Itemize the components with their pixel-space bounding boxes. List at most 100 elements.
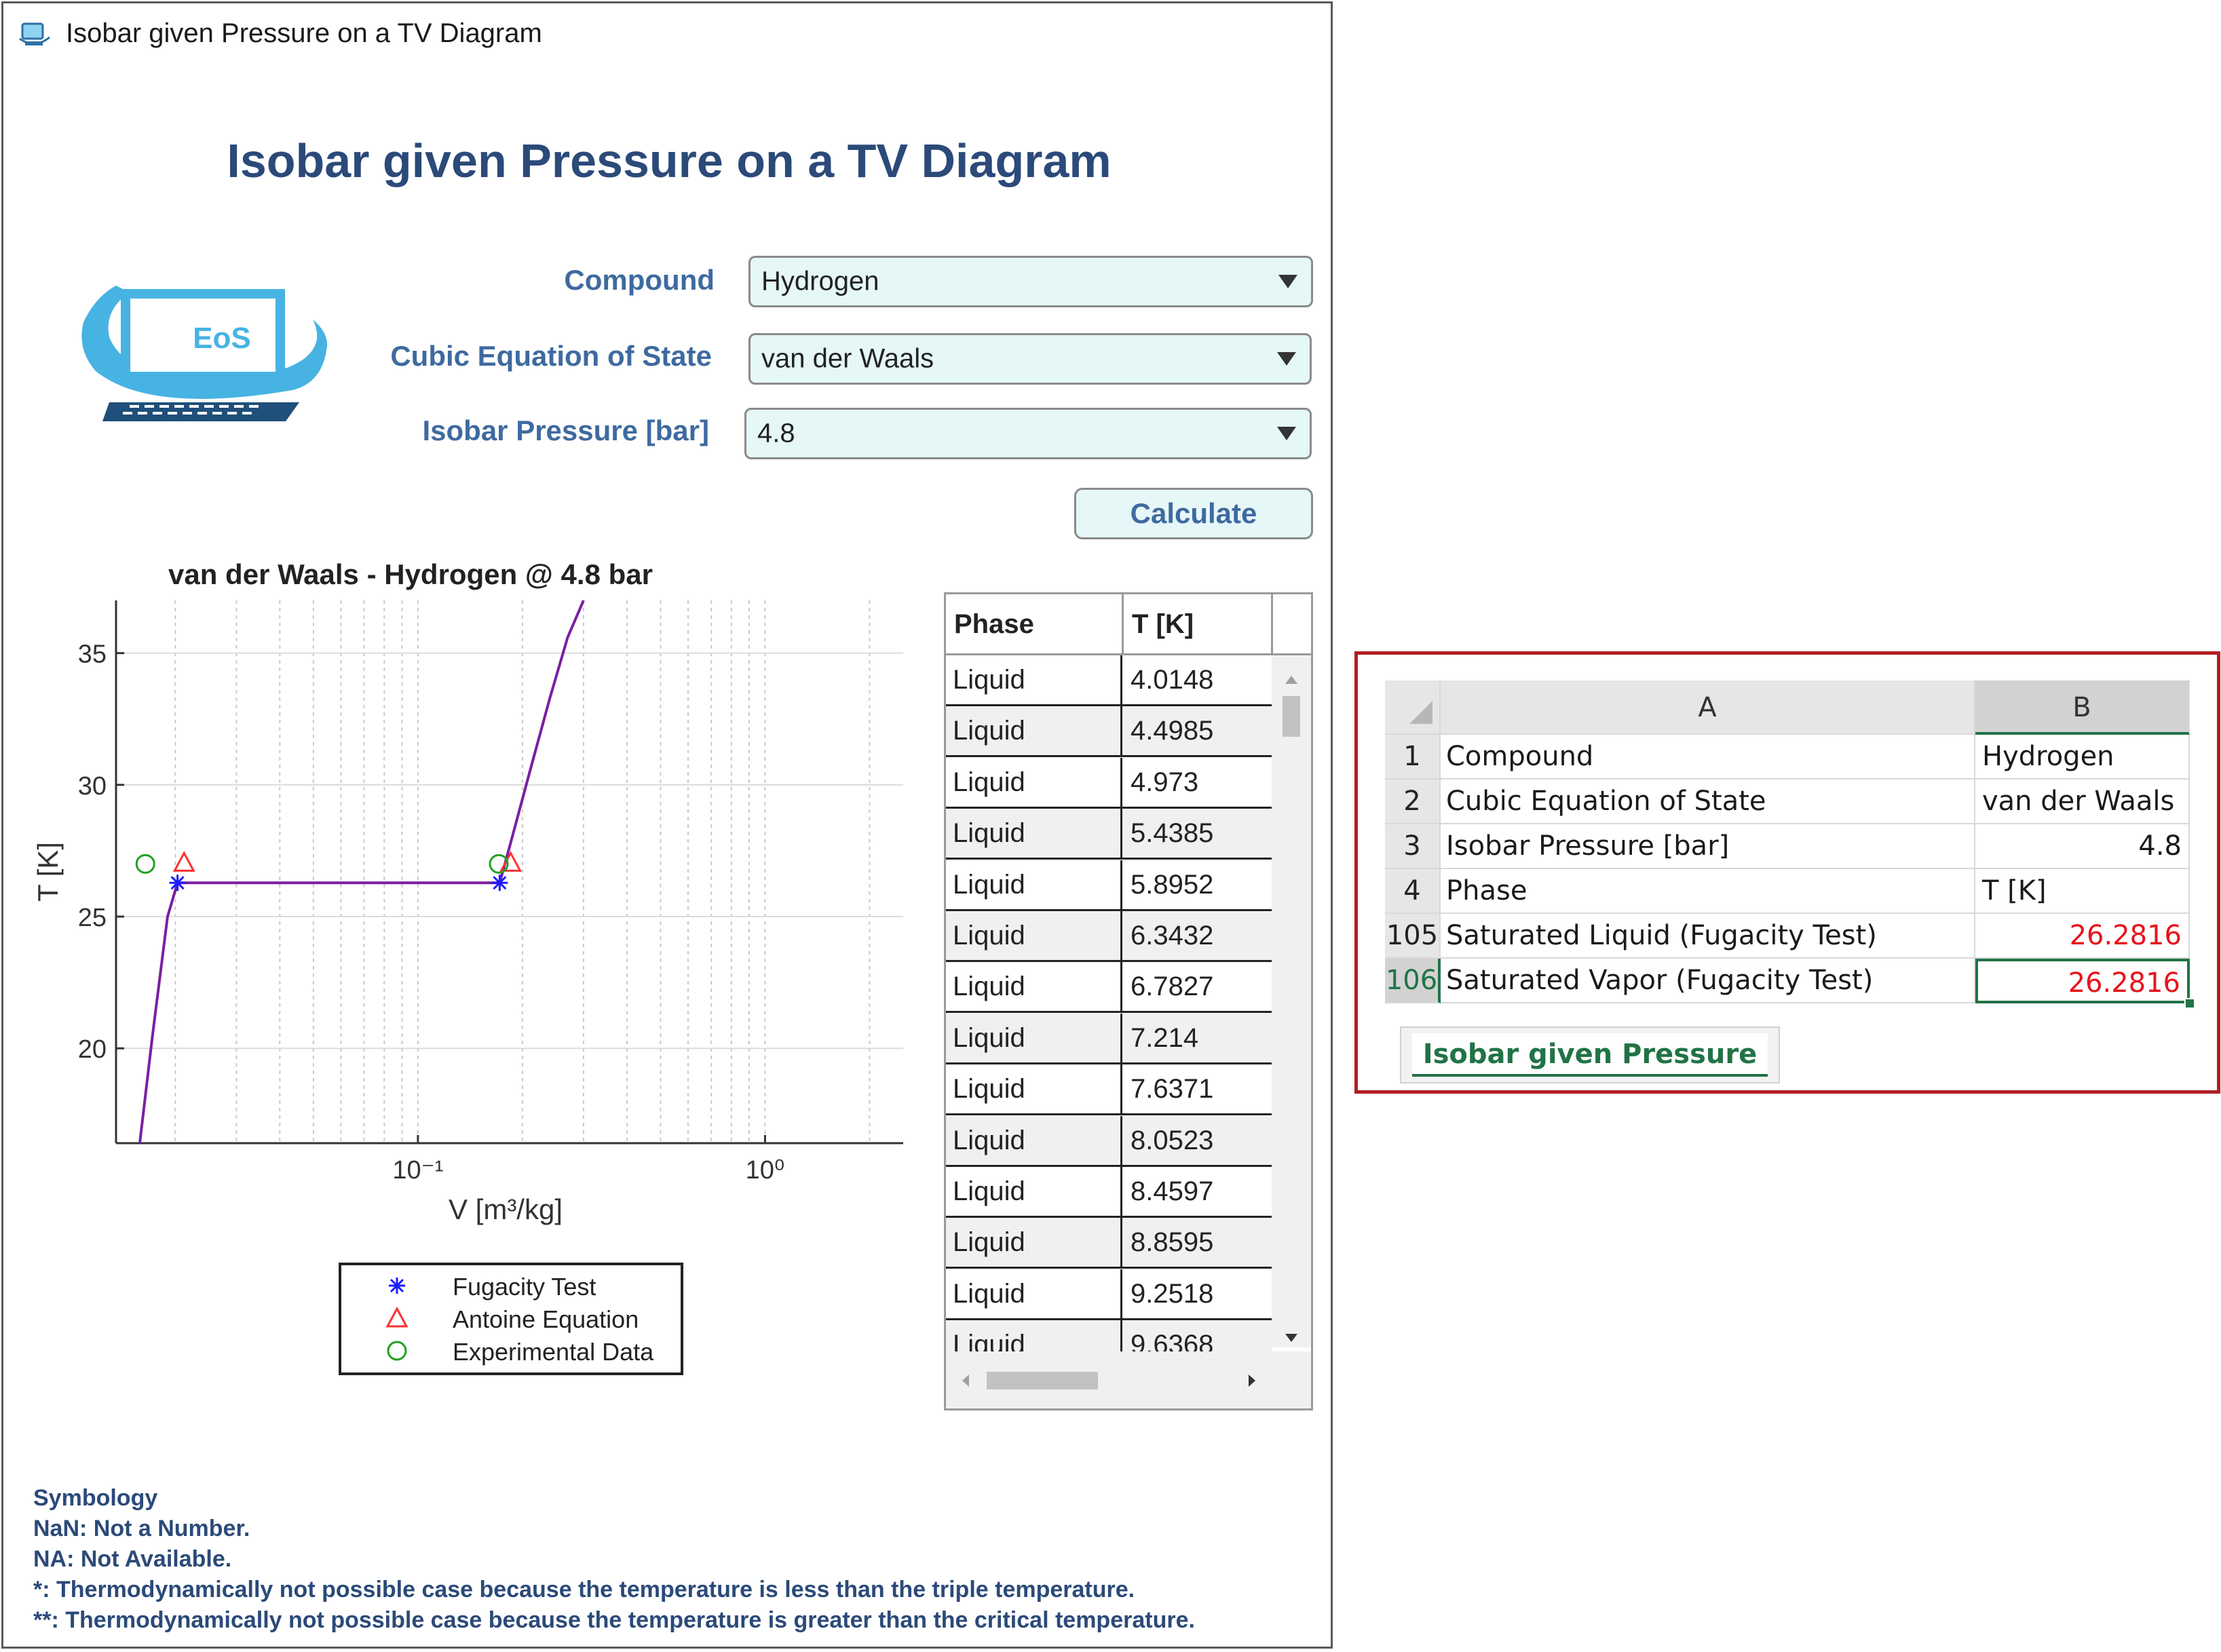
chart-legend: Fugacity Test Antoine Equation Experimenta… [339,1263,683,1375]
page-heading: Isobar given Pressure on a TV Diagram [227,134,1112,187]
table-row[interactable]: Liquid 6.7827 [946,962,1272,1014]
row-number[interactable]: 1 [1385,735,1441,780]
chart-grid [116,600,903,1143]
col-header-spacer [1273,594,1311,655]
col-header-temp[interactable]: T [K] [1124,594,1273,655]
vertical-scrollbar[interactable] [1272,655,1311,1347]
temperature-cell: 5.8952 [1131,869,1214,900]
y-tick-label: 25 [78,904,107,932]
chart-series [135,600,585,1144]
table-row[interactable]: Liquid 8.0523 [946,1115,1272,1167]
col-header-a[interactable]: A [1441,680,1975,735]
phase-cell: Liquid [946,706,1122,756]
row-number[interactable]: 105 [1385,914,1441,959]
cell-a[interactable]: Isobar Pressure [bar] [1441,824,1975,869]
pressure-dropdown[interactable]: 4.8 [744,408,1312,459]
phase-cell: Liquid [946,1064,1122,1114]
app-window: Isobar given Pressure on a TV Diagram Is… [1,1,1333,1649]
cell-a[interactable]: Saturated Liquid (Fugacity Test) [1441,914,1975,959]
isobar-curve [138,600,585,1144]
x-tick-label: 10⁰ [746,1156,785,1185]
table-row[interactable]: Liquid 8.8595 [946,1218,1272,1269]
legend-label: Antoine Equation [453,1305,639,1333]
cell-b[interactable]: Hydrogen [1975,735,2190,780]
row-number[interactable]: 106 [1385,959,1441,1003]
legend-label: Experimental Data [453,1338,654,1366]
temperature-cell: 6.3432 [1131,921,1214,950]
chevron-down-icon [1277,427,1296,440]
cell-b[interactable]: van der Waals [1975,780,2190,824]
table-row[interactable]: Liquid 4.973 [946,757,1272,809]
cell-b[interactable]: 26.2816 [1975,959,2190,1003]
row-number[interactable]: 4 [1385,869,1441,914]
temperature-cell: 6.7827 [1131,972,1214,1002]
cell-a[interactable]: Phase [1441,869,1975,914]
y-tick-label: 30 [78,772,107,801]
legend-label: Fugacity Test [453,1273,596,1301]
y-axis-label: T [K] [32,842,64,902]
compound-dropdown[interactable]: Hydrogen [748,256,1313,307]
results-table[interactable]: Phase T [K] Liquid 4.0148 Liquid 4.4985 Liqu… [944,592,1313,1410]
temperature-cell: 4.973 [1131,767,1199,797]
symbology-triple: *: Thermodynamically not possible case b… [33,1577,1135,1602]
select-all-corner[interactable] [1385,680,1441,735]
app-icon [19,22,50,45]
horizontal-scrollbar[interactable] [946,1351,1311,1408]
cell-b[interactable]: 4.8 [1975,824,2190,869]
table-row[interactable]: Liquid 8.4597 [946,1167,1272,1218]
col-header-phase[interactable]: Phase [946,594,1124,655]
table-row[interactable]: Liquid 9.2518 [946,1269,1272,1320]
circle-icon [387,1341,407,1361]
row-number[interactable]: 3 [1385,824,1441,869]
cell-a[interactable]: Saturated Vapor (Fugacity Test) [1441,959,1975,1003]
phase-cell: Liquid [946,860,1122,909]
table-row[interactable]: Liquid 4.0148 [946,655,1272,706]
symbology-heading: Symbology [33,1485,158,1511]
chevron-down-icon [1277,352,1296,366]
cell-b[interactable]: T [K] [1975,869,2190,914]
isobar-button[interactable]: Isobar given Pressure [1400,1026,1780,1083]
table-row[interactable]: Liquid 5.8952 [946,860,1272,911]
scroll-thumb[interactable] [1283,696,1300,737]
scroll-up-icon[interactable] [1285,676,1297,684]
experimental-data-point [489,853,509,874]
y-tick-label: 20 [78,1035,107,1064]
pressure-label: Isobar Pressure [bar] [422,415,709,446]
col-header-b[interactable]: B [1975,680,2190,735]
phase-cell: Liquid [946,1167,1122,1216]
cell-b[interactable]: 26.2816 [1975,914,2190,959]
phase-cell: Liquid [946,911,1122,960]
tv-diagram-chart: van der Waals - Hydrogen @ 4.8 bar 20 25 3… [32,558,903,1375]
eos-label: Cubic Equation of State [390,340,712,372]
cell-a[interactable]: Cubic Equation of State [1441,780,1975,824]
phase-cell: Liquid [946,1269,1122,1318]
scroll-thumb-horizontal[interactable] [987,1372,1098,1389]
table-row[interactable]: Liquid 7.6371 [946,1064,1272,1116]
symbology-nan: NaN: Not a Number. [33,1516,250,1541]
phase-cell: Liquid [946,1013,1122,1062]
scroll-down-icon[interactable] [1285,1334,1297,1342]
symbology-critical: **: Thermodynamically not possible case … [33,1607,1195,1633]
symbology-na: NA: Not Available. [33,1546,232,1572]
scroll-left-icon[interactable] [962,1375,969,1387]
temperature-cell: 7.214 [1131,1022,1199,1053]
x-axis-label: V [m³/kg] [449,1193,563,1225]
temperature-cell: 5.4385 [1131,818,1214,849]
eos-dropdown[interactable]: van der Waals [748,333,1312,385]
compound-label: Compound [564,264,715,296]
scroll-right-icon[interactable] [1249,1375,1255,1387]
phase-cell: Liquid [946,1115,1122,1165]
row-number[interactable]: 2 [1385,780,1441,824]
experimental-data-point [135,853,155,874]
table-row[interactable]: Liquid 7.214 [946,1013,1272,1064]
table-row[interactable]: Liquid 6.3432 [946,911,1272,962]
table-row[interactable]: Liquid 5.4385 [946,809,1272,860]
table-row[interactable]: Liquid 4.4985 [946,706,1272,758]
calculate-button[interactable]: Calculate [1074,488,1313,539]
spreadsheet-panel: A B 1 Compound Hydrogen 2 Cubic Equation of … [1354,651,2220,1094]
fill-handle[interactable] [2184,998,2195,1009]
cell-a[interactable]: Compound [1441,735,1975,780]
compound-value: Hydrogen [761,266,879,296]
phase-cell: Liquid [946,757,1122,807]
fugacity-test-point [491,875,508,891]
